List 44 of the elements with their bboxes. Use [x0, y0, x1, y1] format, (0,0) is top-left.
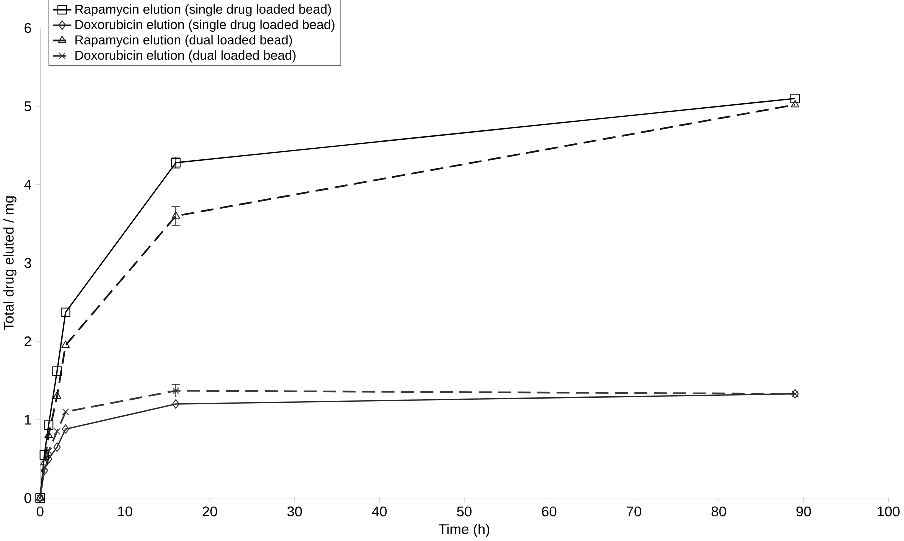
legend-label: Rapamycin elution (dual loaded bead) [76, 35, 292, 48]
point [62, 424, 70, 434]
point [53, 392, 62, 400]
point [172, 388, 180, 395]
point [44, 430, 54, 438]
point [52, 366, 62, 376]
point [40, 450, 50, 460]
point [54, 442, 62, 452]
y-tick-label: 4 [24, 180, 32, 190]
y-axis-title: Total drug eluted / mg [4, 196, 17, 331]
x-tick-label: 0 [37, 506, 44, 517]
x-tick-label: 10 [118, 506, 132, 517]
point [62, 340, 70, 348]
x-tick-label: 100 [878, 506, 900, 517]
y-tick-label: 1 [25, 415, 32, 425]
point [45, 454, 53, 464]
x-tick-label: 70 [627, 506, 642, 517]
point [62, 408, 70, 416]
y-tick-label: 5 [24, 102, 32, 112]
x-tick-label: 90 [796, 506, 812, 517]
y-tick-label: 3 [24, 258, 32, 268]
point [41, 464, 48, 471]
x-tick-label: 50 [457, 506, 472, 517]
x-tick-label: 80 [712, 506, 726, 517]
x-tick-label: 40 [372, 506, 387, 517]
y-tick-label: 2 [24, 336, 32, 347]
point [45, 448, 52, 455]
point [61, 308, 71, 318]
point [790, 94, 800, 104]
x-tick-label: 60 [542, 506, 557, 517]
point [44, 420, 54, 430]
x-axis-title: Time (h) [438, 524, 490, 538]
legend-label: Doxorubicin elution (dual loaded bead) [76, 50, 296, 63]
legend-label: Rapamycin elution (single drug loaded bead) [76, 4, 332, 17]
point [791, 100, 800, 108]
x-tick-label: 30 [288, 506, 302, 517]
point [54, 428, 61, 436]
point [40, 458, 49, 466]
point [172, 212, 180, 219]
y-tick-label: 0 [24, 493, 32, 504]
legend-label: Doxorubicin elution (single drug loaded bead) [76, 20, 335, 32]
x-tick-label: 20 [202, 506, 218, 517]
point [172, 400, 180, 410]
y-tick-label: 6 [24, 23, 32, 34]
